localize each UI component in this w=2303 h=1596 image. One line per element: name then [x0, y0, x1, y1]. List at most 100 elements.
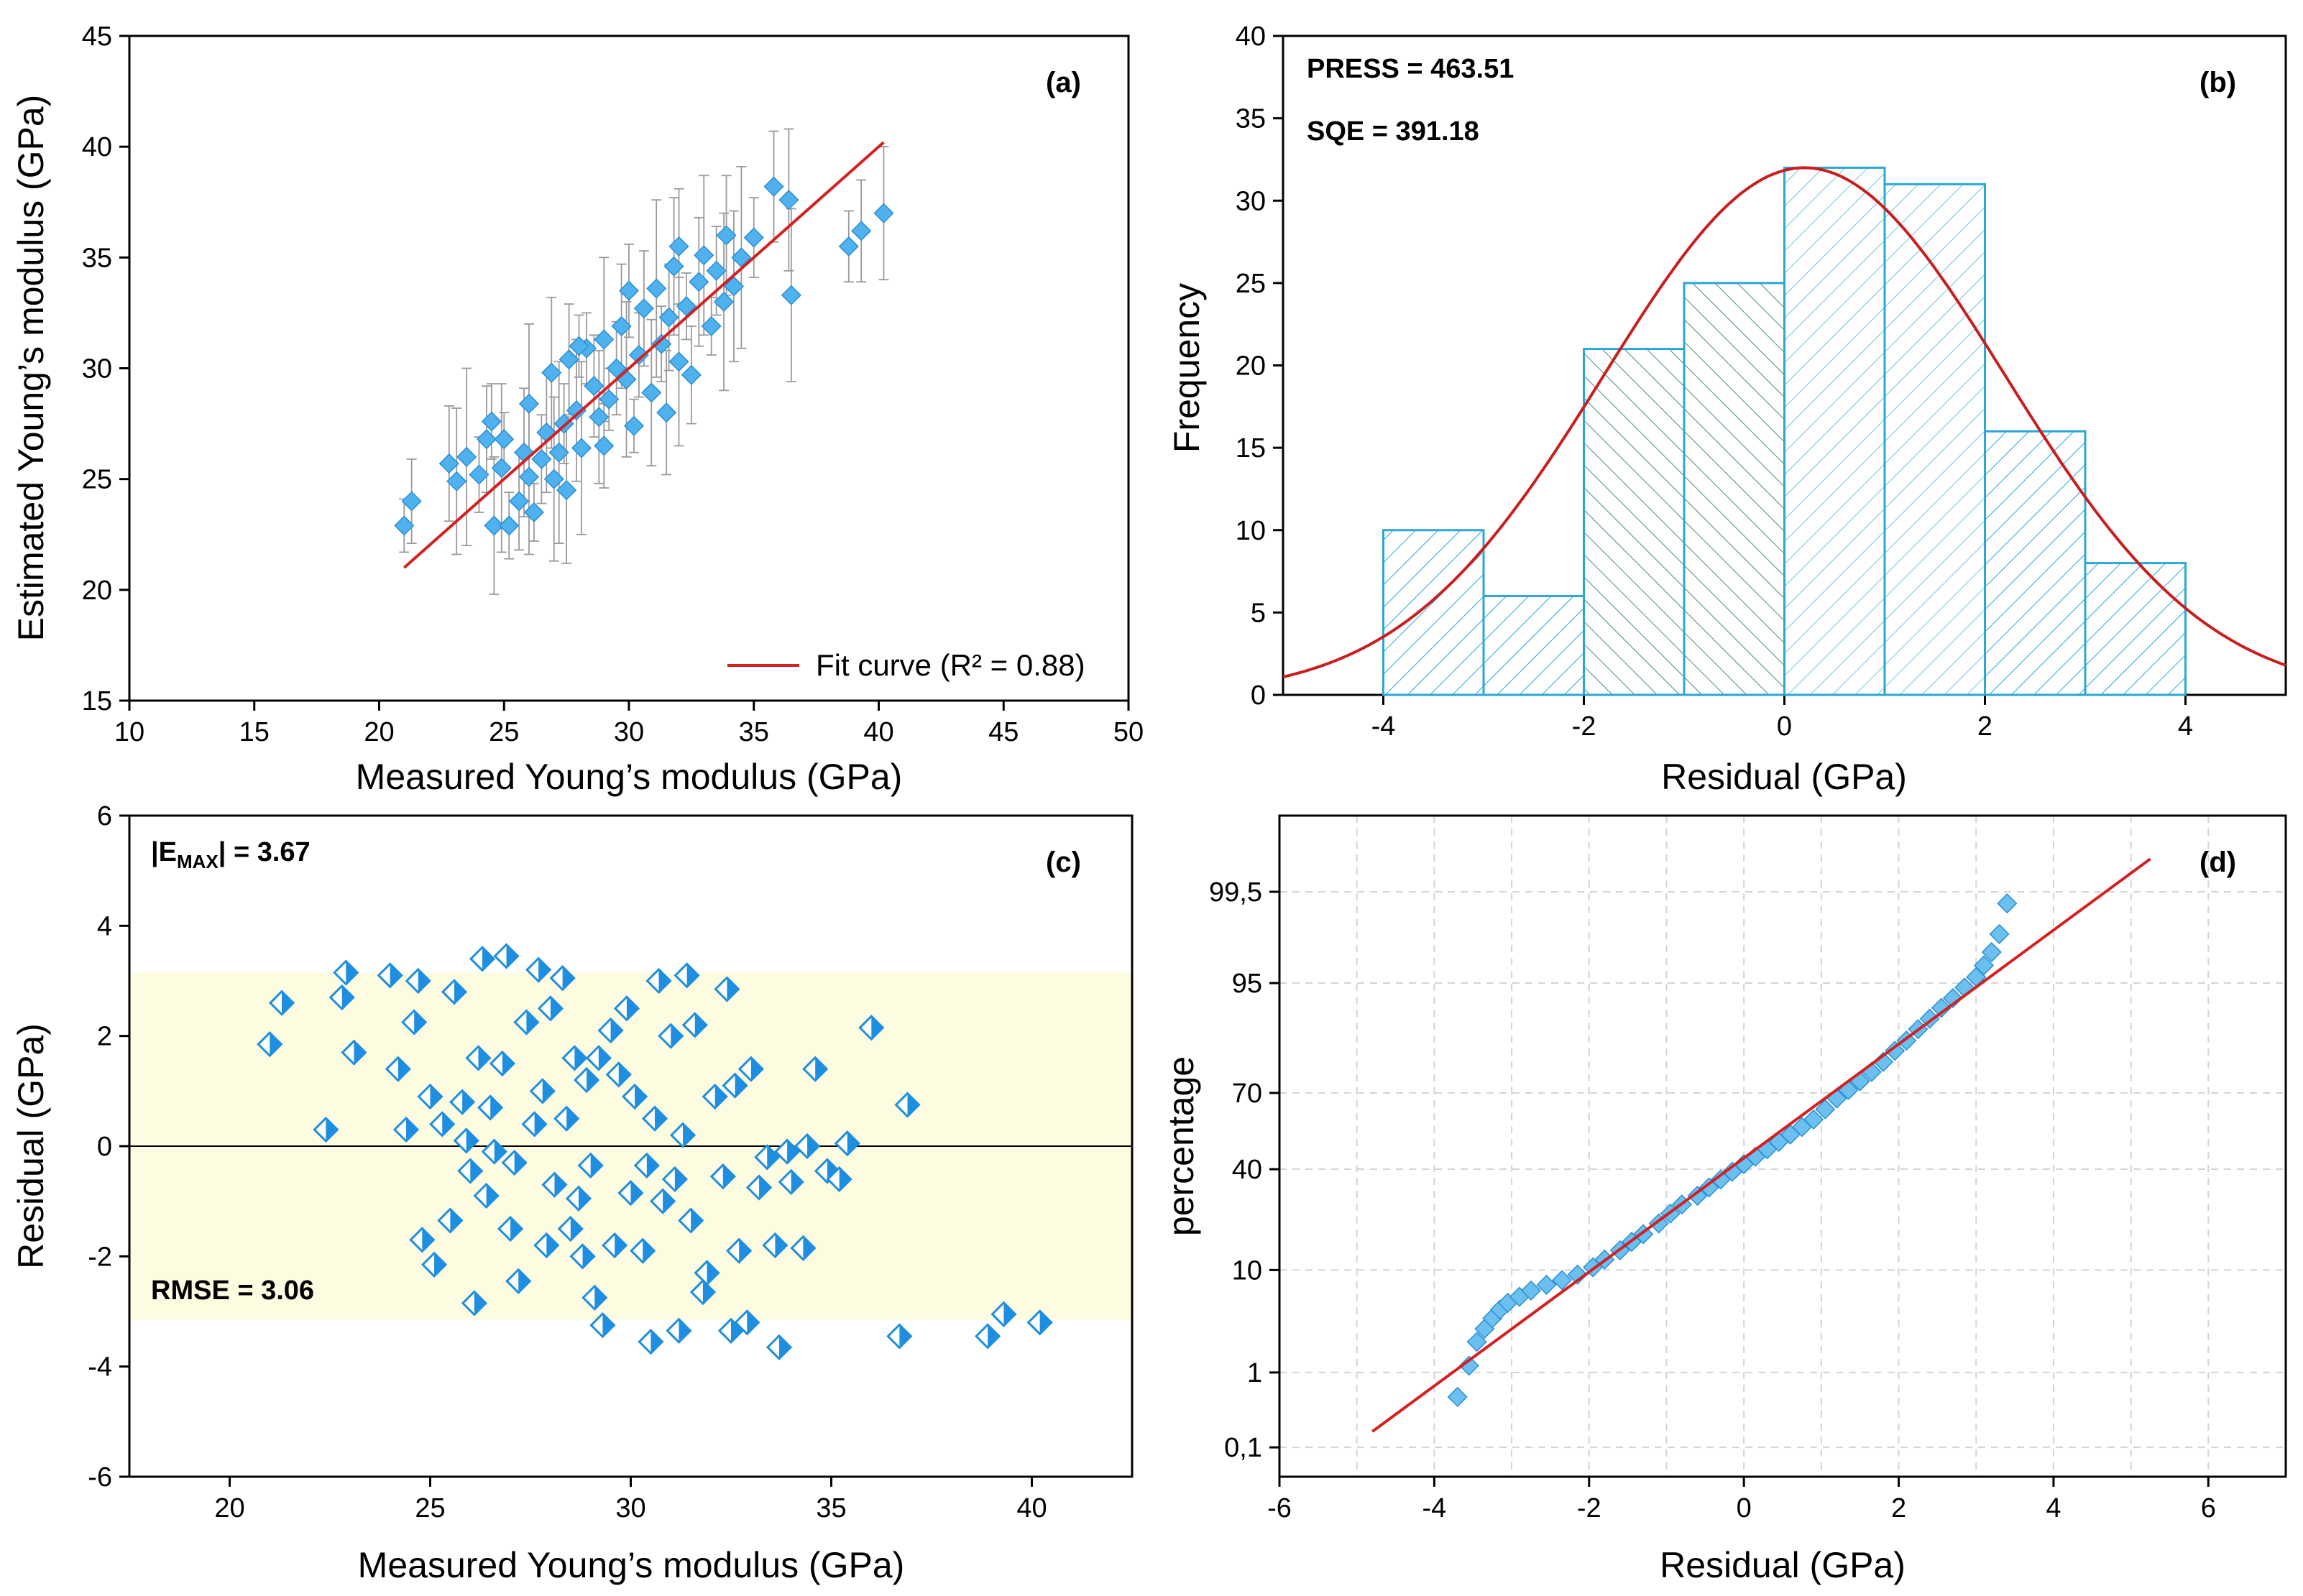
legend-label: Fit curve (R² = 0.88) [816, 648, 1085, 682]
residual-point-fill [466, 1129, 478, 1153]
histogram-bar [1482, 594, 1585, 696]
residual-point-fill [907, 1093, 919, 1117]
y-tick-label-b: 10 [1236, 516, 1266, 546]
residual-point-fill [618, 1063, 630, 1087]
residual-point [826, 1166, 852, 1193]
data-point-a-shape [723, 276, 745, 297]
residual-point [726, 1237, 753, 1264]
data-point-a-shape [456, 446, 477, 467]
data-point-a [446, 471, 467, 492]
residual-point-fill [462, 1090, 474, 1114]
residual-point [773, 1138, 801, 1165]
y-axis-label-d: percentage [1161, 1056, 1201, 1236]
residual-point-fill [1039, 1311, 1052, 1334]
probability-point [1567, 1264, 1588, 1285]
probability-point [1931, 997, 1952, 1018]
x-tick-label-b: -2 [1572, 711, 1596, 742]
data-point-a [689, 272, 709, 292]
residual-point [689, 1279, 717, 1306]
data-point-a [633, 298, 654, 319]
panel-c-frame [128, 814, 1134, 1478]
residual-point [734, 1309, 760, 1336]
residual-point-fill [658, 969, 671, 992]
residual-point [341, 1039, 367, 1066]
panel-label-d: (d) [2199, 847, 2236, 878]
x-tick-label-b: 4 [2178, 711, 2193, 742]
data-point-a [484, 515, 505, 536]
residual-point [313, 1116, 339, 1143]
residual-point-fill [474, 1291, 486, 1315]
residual-point [602, 1232, 628, 1259]
residual-point [621, 1083, 648, 1110]
data-point-a-shape [701, 315, 722, 336]
residual-point-fill [847, 1132, 859, 1156]
data-point-a [701, 315, 722, 336]
histogram-bar [1583, 348, 1686, 696]
residual-point-fill [326, 1118, 338, 1141]
residual-point-fill [346, 961, 358, 984]
data-point-a [476, 429, 497, 450]
data-point-a [851, 221, 872, 241]
y-tick-label-c: -6 [88, 1462, 112, 1493]
residual-point [658, 1023, 684, 1049]
residual-point-fill [538, 958, 551, 982]
probability-point [1989, 923, 2010, 944]
residual-point-fill [646, 1153, 658, 1177]
residual-point-fill [663, 1189, 675, 1213]
histogram-bar [1683, 282, 1785, 696]
probability-point [1803, 1109, 1824, 1130]
residual-point-fill [590, 1153, 602, 1177]
data-point-a-shape [499, 515, 520, 536]
data-point-a [548, 442, 569, 463]
residual-point-fill [739, 1239, 751, 1263]
residual-point [465, 1045, 492, 1071]
residual-point [990, 1301, 1017, 1327]
residual-point-fill [510, 1217, 523, 1240]
sqe-annotation: SQE = 391.18 [1307, 116, 1479, 147]
residual-point [557, 1215, 584, 1242]
panel-label-a: (a) [1046, 67, 1081, 98]
data-point-a-shape [716, 225, 737, 246]
normal-curve [1282, 166, 2286, 678]
residual-point [661, 1166, 689, 1193]
x-tick-label-c: 25 [415, 1493, 445, 1523]
residual-point-fill [651, 1330, 663, 1354]
data-point-a-shape [681, 364, 702, 385]
y-tick-label-b: 25 [1236, 269, 1266, 299]
data-point-a-shape [656, 402, 677, 423]
residual-point [477, 1094, 504, 1121]
residual-point-fill [397, 1057, 410, 1081]
residual-point-fill [691, 1209, 703, 1232]
x-tick-label-d: 2 [1891, 1493, 1906, 1523]
y-tick-label-c: 6 [97, 801, 112, 831]
x-tick-label-d: -2 [1577, 1493, 1601, 1523]
residual-point-fill [643, 1239, 655, 1263]
residual-point [754, 1144, 781, 1171]
y-axis-label-a: Estimated Young’s modulus (GPa) [11, 95, 51, 642]
probability-point-shape [1447, 1386, 1468, 1408]
y-tick-label-b: 40 [1236, 22, 1266, 52]
data-point-a-shape [694, 245, 714, 266]
data-point-a-shape [628, 344, 649, 366]
residual-point [745, 1174, 773, 1201]
residual-point-fill [731, 1319, 743, 1342]
histogram-bar [1984, 430, 2087, 696]
residual-point-fill [686, 964, 699, 987]
residual-point [641, 1105, 668, 1132]
x-axis-label-c: Measured Young’s modulus (GPa) [358, 1545, 905, 1585]
x-axis-label-b: Residual (GPa) [1661, 757, 1907, 797]
probability-point-shape [1973, 955, 1995, 976]
data-point-a [394, 515, 415, 536]
residual-point-fill [630, 1181, 643, 1205]
residual-point [333, 959, 359, 986]
data-point-a [491, 458, 512, 479]
x-tick-label-b: 2 [1977, 711, 1992, 742]
data-point-a [658, 307, 679, 328]
data-point-a [543, 469, 564, 489]
residual-point-fill [759, 1176, 771, 1199]
data-point-a [668, 351, 689, 372]
residual-point [493, 943, 520, 969]
probability-point-shape [1536, 1274, 1557, 1296]
residual-point [669, 1122, 697, 1148]
residual-point [589, 1312, 616, 1339]
